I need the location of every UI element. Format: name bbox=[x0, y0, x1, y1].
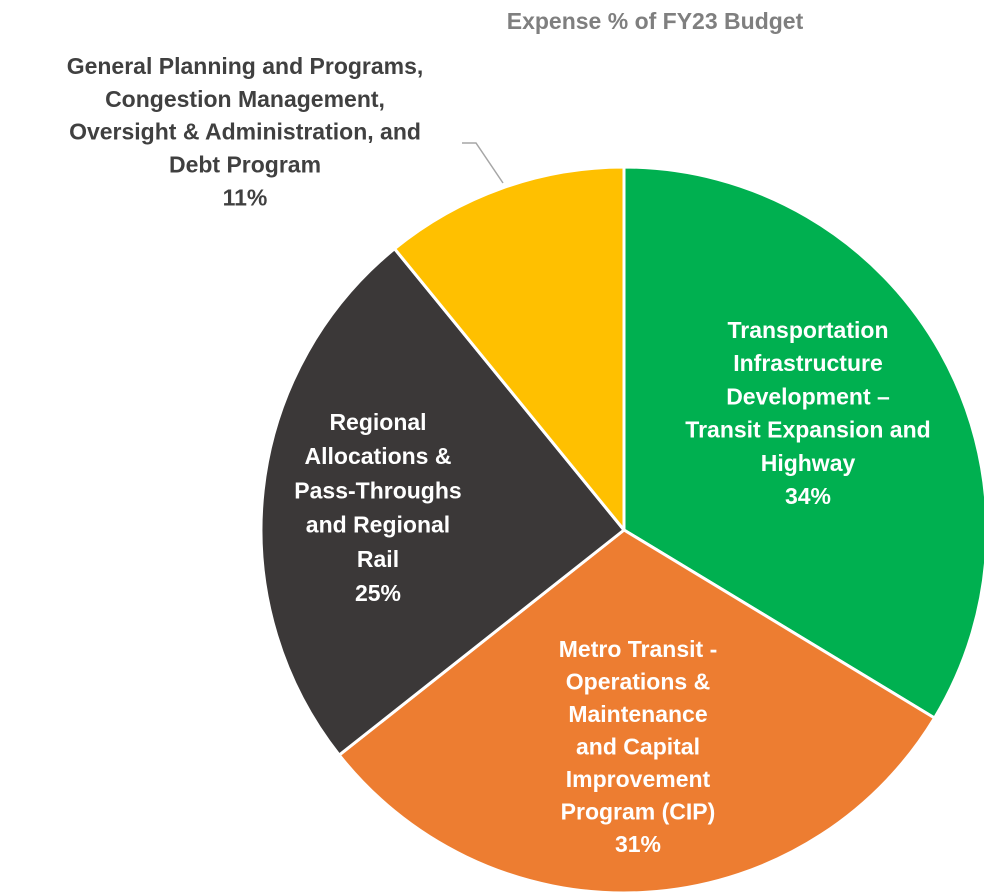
slice-label: General Planning and Programs, Congestion… bbox=[67, 53, 424, 177]
slices bbox=[259, 165, 984, 895]
value-label: 31% bbox=[615, 831, 661, 857]
chart-title: Expense % of FY23 Budget bbox=[507, 8, 804, 34]
pie-slice bbox=[337, 528, 937, 895]
value-label: 25% bbox=[355, 580, 401, 606]
slice-label: Transportation Infrastructure Development … bbox=[685, 317, 930, 476]
slice-label: Metro Transit -Operations & Maintenance an… bbox=[559, 636, 717, 825]
pie-slice bbox=[393, 165, 626, 532]
pie-slice bbox=[259, 247, 626, 757]
value-label: 11% bbox=[223, 184, 268, 210]
leader-line bbox=[462, 142, 504, 184]
value-label: 34% bbox=[785, 483, 831, 509]
slice-label: Regional Allocations & Pass-Throughs and Re… bbox=[294, 409, 461, 572]
pie-slice bbox=[622, 165, 984, 720]
